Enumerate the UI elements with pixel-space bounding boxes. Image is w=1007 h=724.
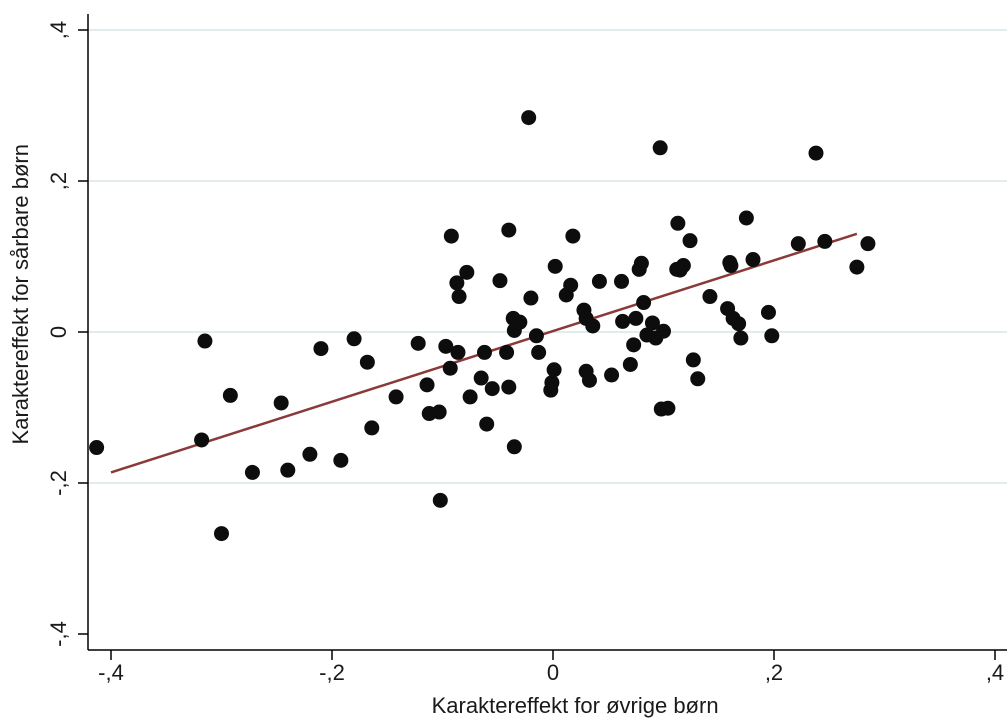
data-point	[860, 236, 876, 252]
data-point	[214, 526, 229, 542]
data-point	[585, 318, 601, 334]
x-axis-title: Karaktereffekt for øvrige børn	[432, 693, 719, 718]
data-point	[459, 264, 475, 280]
data-point	[451, 289, 467, 305]
data-point	[615, 313, 631, 329]
data-point	[506, 439, 522, 455]
data-point	[547, 258, 563, 274]
data-point	[731, 316, 747, 332]
data-point	[656, 323, 671, 339]
data-point	[544, 375, 560, 391]
data-point	[849, 259, 865, 275]
data-point	[738, 210, 754, 226]
data-point	[723, 258, 739, 274]
data-point	[273, 395, 289, 411]
data-point	[431, 404, 447, 420]
data-point	[675, 258, 691, 274]
x-tick-label: ,4	[986, 660, 1004, 685]
x-tick-label: -,2	[319, 660, 345, 685]
data-point	[222, 387, 238, 403]
data-point	[685, 352, 701, 368]
data-point	[622, 356, 638, 372]
data-point	[410, 335, 426, 351]
data-point	[484, 381, 500, 397]
data-point	[333, 452, 349, 468]
data-point	[808, 145, 824, 161]
data-point	[476, 344, 492, 360]
x-tick-label: ,2	[765, 660, 783, 685]
data-point	[438, 338, 454, 354]
y-tick-label: ,2	[46, 172, 71, 190]
data-point	[450, 344, 466, 360]
data-point	[644, 315, 660, 331]
data-point	[432, 492, 448, 508]
data-point	[313, 341, 329, 357]
data-point	[628, 310, 644, 326]
x-tick-label: 0	[547, 660, 559, 685]
data-point	[499, 344, 515, 360]
data-point	[280, 462, 296, 478]
data-point	[523, 290, 539, 306]
data-point	[546, 362, 562, 378]
data-point	[89, 440, 105, 456]
y-axis-title: Karaktereffekt for sårbare børn	[8, 144, 33, 444]
data-point	[626, 337, 642, 353]
data-point	[682, 233, 698, 249]
data-point	[197, 333, 213, 349]
data-point	[790, 236, 806, 252]
data-point	[636, 295, 652, 311]
data-point	[528, 328, 544, 344]
x-tick-label: -,4	[98, 660, 124, 685]
data-point	[670, 215, 686, 231]
data-point	[591, 273, 607, 289]
data-point	[442, 360, 458, 376]
data-point	[614, 273, 630, 289]
y-tick-label: 0	[46, 326, 71, 338]
data-point	[443, 228, 459, 244]
data-point	[449, 275, 465, 291]
data-point	[633, 255, 649, 271]
data-point	[660, 400, 676, 416]
y-tick-label: -,2	[46, 470, 71, 496]
data-point	[565, 228, 581, 244]
data-point	[760, 304, 776, 320]
data-point	[652, 140, 668, 156]
data-point	[563, 277, 579, 293]
data-point	[492, 273, 508, 289]
data-point	[473, 370, 489, 386]
data-point	[745, 252, 761, 268]
data-point	[364, 420, 380, 436]
data-point	[244, 464, 260, 480]
data-point	[733, 330, 749, 346]
data-point	[512, 314, 528, 330]
y-tick-label: -,4	[46, 621, 71, 647]
data-point	[521, 110, 537, 126]
ticks: -,4 -,2 0 ,2 ,4 -,4 -,2 0 ,2 ,4	[46, 21, 1004, 685]
data-point	[194, 432, 210, 448]
data-point	[817, 233, 833, 249]
data-point	[462, 389, 478, 405]
data-point	[501, 222, 517, 238]
data-points	[89, 110, 876, 542]
y-tick-label: ,4	[46, 21, 71, 39]
data-point	[359, 354, 375, 370]
data-point	[702, 289, 718, 305]
data-point	[604, 367, 620, 383]
data-point	[346, 331, 362, 347]
data-point	[302, 446, 318, 462]
data-point	[531, 344, 547, 360]
data-point	[690, 371, 706, 387]
data-point	[479, 416, 495, 432]
data-point	[419, 377, 435, 393]
data-point	[764, 328, 780, 344]
data-point	[501, 379, 517, 395]
data-point	[388, 389, 404, 405]
grid-lines	[88, 29, 1007, 484]
data-point	[581, 372, 597, 388]
